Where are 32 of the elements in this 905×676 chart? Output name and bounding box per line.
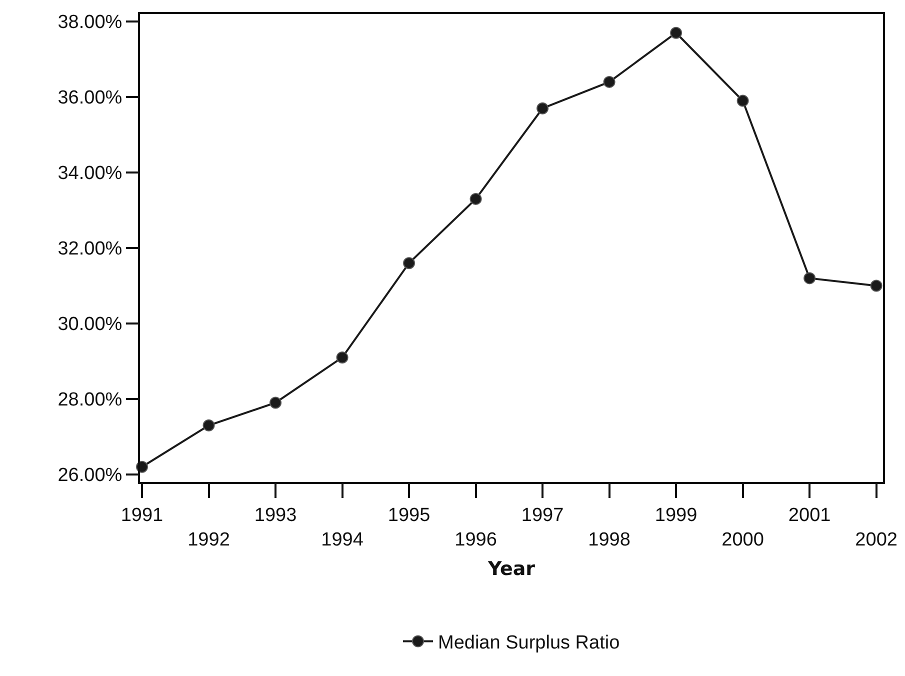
y-tick-label: 32.00% (58, 238, 122, 260)
point (470, 192, 482, 205)
x-tick-label: 1999 (654, 504, 698, 526)
point (736, 94, 749, 107)
x-tick-label: 2002 (855, 530, 898, 550)
point (202, 419, 215, 432)
y-tick-label: 38.00% (58, 12, 122, 34)
y-tick-label: 30.00% (58, 314, 122, 336)
x-tick-label: 1991 (120, 504, 164, 526)
point (804, 272, 816, 284)
x-tick-label: 1996 (454, 530, 497, 550)
legend-label: Median Surplus Ratio (438, 632, 620, 654)
x-tick-label: 1992 (188, 530, 230, 550)
y-tick-label: 28.00% (58, 390, 122, 411)
x-axis-title: Year (486, 558, 536, 580)
point (403, 257, 416, 270)
point (270, 396, 282, 409)
y-tick-label: 26.00% (58, 465, 122, 486)
point (603, 76, 616, 88)
x-tick-label: 2000 (722, 530, 764, 550)
point (870, 280, 882, 292)
x-tick-label: 1993 (254, 504, 297, 526)
x-tick-label: 1995 (388, 504, 430, 526)
point (536, 102, 549, 114)
x-tick-label: 1998 (588, 530, 630, 550)
x-tick-label: 1997 (521, 504, 564, 526)
point (670, 26, 682, 39)
x-tick-label: 1994 (321, 530, 364, 550)
point (336, 351, 348, 364)
y-tick-label: 34.00% (58, 163, 122, 184)
x-tick-label: 2001 (788, 504, 831, 526)
y-tick-label: 36.00% (58, 88, 122, 109)
